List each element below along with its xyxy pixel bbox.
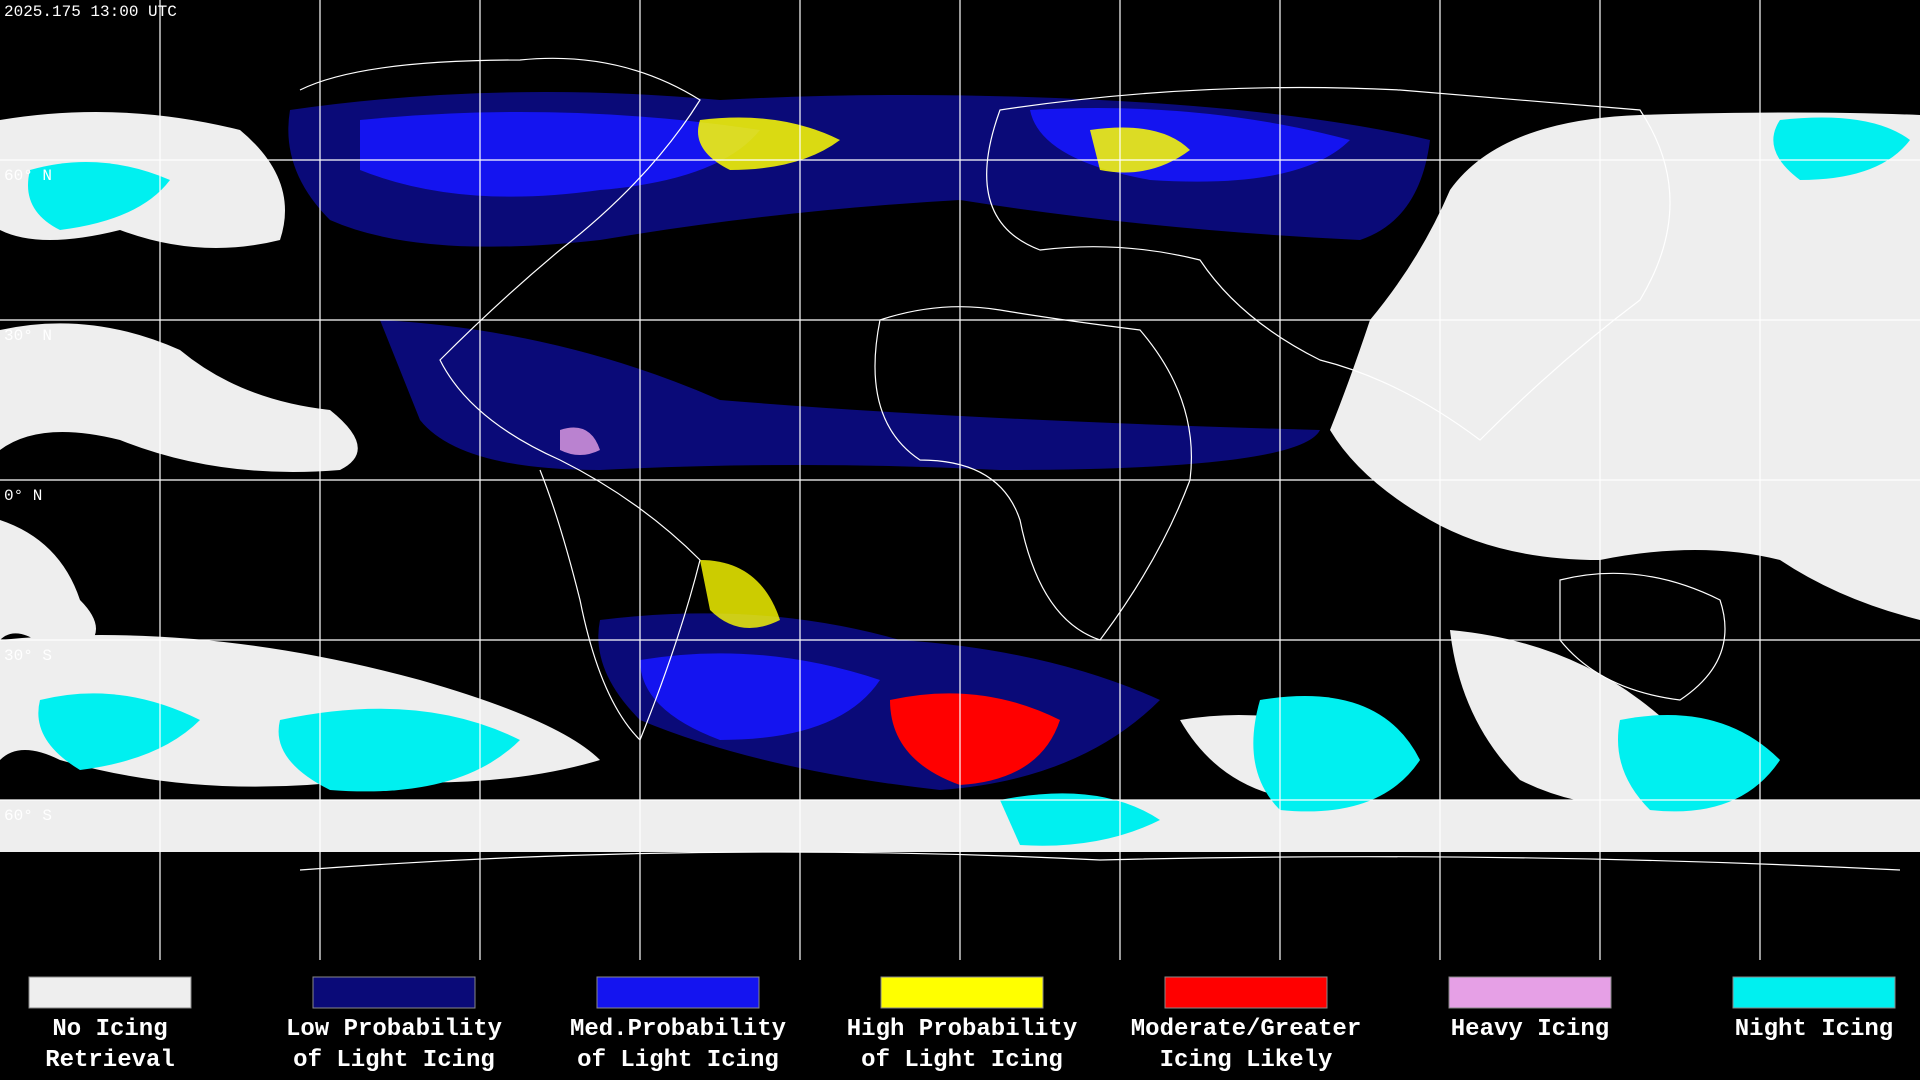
- legend-label: of Light Icing: [577, 1047, 779, 1074]
- legend: No Icing Retrieval Low Probability of Light…: [28, 976, 1896, 1074]
- legend-label: Med.Probability: [570, 1016, 786, 1043]
- legend-label: Night Icing: [1735, 1016, 1893, 1043]
- legend-label: No Icing: [52, 1016, 167, 1043]
- legend-swatch: [1164, 976, 1328, 1009]
- legend-label: Retrieval: [45, 1047, 175, 1074]
- legend-swatch: [880, 976, 1044, 1009]
- legend-swatch: [596, 976, 760, 1009]
- legend-label: Icing Likely: [1160, 1047, 1333, 1074]
- coastline: [299, 57, 1901, 871]
- legend-label: High Probability: [847, 1016, 1077, 1043]
- latitude-label: 30° N: [4, 327, 52, 345]
- legend-label: Moderate/Greater: [1131, 1016, 1361, 1043]
- graticule: [0, 0, 1920, 960]
- legend-swatch: [1448, 976, 1612, 1009]
- latitude-label: 60° N: [4, 167, 52, 185]
- icing-field: [288, 92, 1430, 790]
- latitude-label: 60° S: [4, 807, 52, 825]
- legend-swatch: [1732, 976, 1896, 1009]
- legend-swatch: [28, 976, 192, 1009]
- legend-label: Heavy Icing: [1451, 1016, 1609, 1043]
- legend-swatch: [312, 976, 476, 1009]
- map: 60° N 30° N 0° N 30° S 60° S: [0, 0, 1920, 960]
- latitude-label: 0° N: [4, 487, 42, 505]
- legend-label: of Light Icing: [861, 1047, 1063, 1074]
- latitude-label: 30° S: [4, 647, 52, 665]
- legend-label: Low Probability: [286, 1016, 502, 1043]
- legend-label: of Light Icing: [293, 1047, 495, 1074]
- timestamp: 2025.175 13:00 UTC: [4, 3, 177, 21]
